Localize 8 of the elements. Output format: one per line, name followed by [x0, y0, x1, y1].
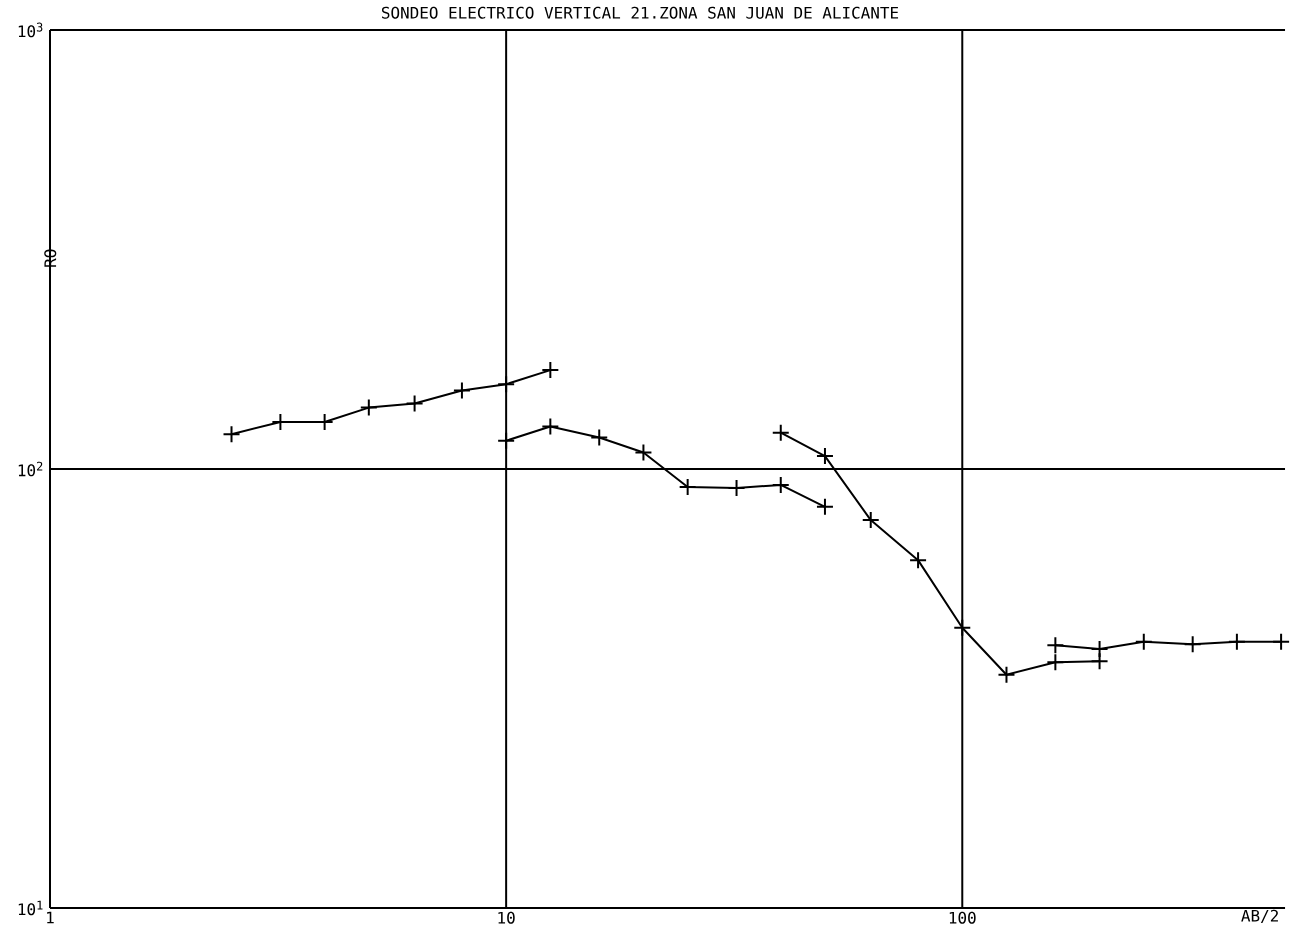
x-tick-label: 10	[498, 911, 515, 924]
chart-title: SONDEO ELECTRICO VERTICAL 21.ZONA SAN JUAN DE ALICANTE	[381, 6, 899, 19]
x-tick-label: 1	[47, 911, 54, 924]
y-tick-label: 10$^{3}$	[18, 22, 43, 38]
y-tick-label: 10$^{2}$	[18, 461, 43, 477]
x-tick-label: 100	[949, 911, 976, 924]
y-tick-label: 10$^{1}$	[18, 900, 43, 916]
x-axis-title: AB/2	[1241, 909, 1278, 923]
